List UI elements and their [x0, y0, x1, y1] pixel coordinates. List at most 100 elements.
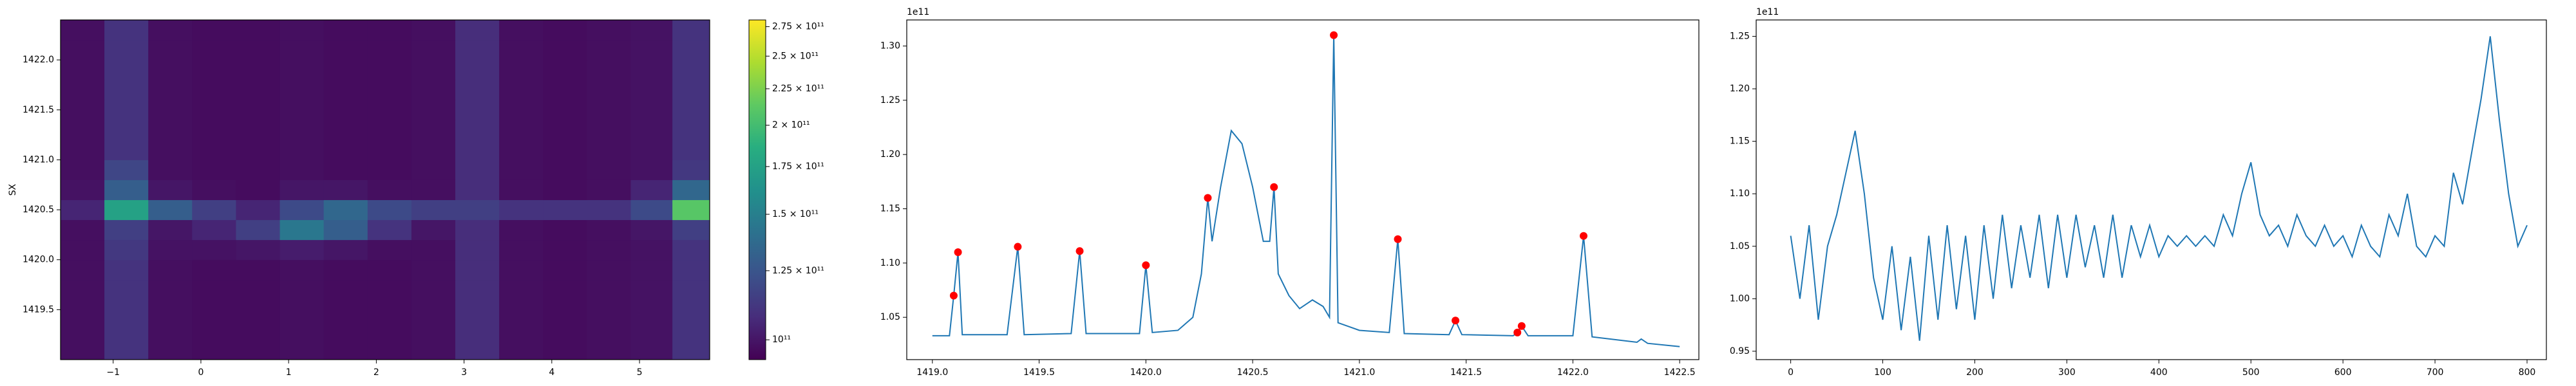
heatmap-cell [236, 179, 281, 201]
heatmap-cell [543, 339, 587, 360]
x-tick-label: 400 [2150, 367, 2168, 378]
heatmap-cell [367, 259, 412, 280]
heatmap-cell [499, 80, 544, 100]
heatmap-cell [279, 120, 325, 140]
heatmap-cell [367, 219, 412, 241]
heatmap-cell [104, 259, 149, 280]
heatmap-cell [104, 100, 149, 120]
heatmap-cell [104, 80, 149, 100]
heatmap-cell [323, 199, 368, 221]
heatmap-cell [192, 279, 236, 300]
heatmap-cell [411, 319, 456, 340]
heatmap-cell [499, 120, 544, 140]
peak-marker [1014, 243, 1022, 251]
heatmap-cell [192, 80, 236, 100]
heatmap-cell [104, 20, 149, 41]
heatmap-cell [455, 60, 500, 80]
heatmap-cell [411, 339, 456, 360]
heatmap-cell [323, 60, 368, 80]
heatmap-cell [148, 259, 193, 280]
heatmap-cell [455, 279, 500, 300]
peak-marker [1394, 235, 1402, 243]
heatmap-cell [279, 80, 325, 100]
heatmap-cell [236, 299, 281, 320]
heatmap-cell [148, 80, 193, 100]
heatmap-cell [455, 219, 500, 241]
heatmap-cell [192, 199, 236, 221]
heatmap-cell [455, 299, 500, 320]
colorbar-tick-label: 10¹¹ [772, 335, 791, 345]
heatmap-cell [148, 219, 193, 241]
heatmap-cell [104, 219, 149, 241]
colorbar-tick-label: 2.5 × 10¹¹ [772, 51, 819, 61]
heatmap-cell [61, 299, 105, 320]
x-tick-label: −1 [106, 367, 120, 378]
heatmap-cell [587, 339, 631, 360]
heatmap-cell [455, 20, 500, 41]
heatmap-cell [630, 239, 673, 261]
heatmap-cell [323, 80, 368, 100]
heatmap-cell [499, 259, 544, 280]
heatmap-cell [104, 60, 149, 80]
heatmap-cell [148, 199, 193, 221]
heatmap-cell [672, 299, 710, 320]
heatmap-cell [323, 20, 368, 41]
heatmap-cell [367, 179, 412, 201]
heatmap-cell [148, 339, 193, 360]
heatmap-cell [455, 259, 500, 280]
heatmap-cell [61, 199, 105, 221]
peak-marker [1204, 194, 1212, 202]
heatmap-cell [323, 339, 368, 360]
heatmap-cell [499, 239, 544, 261]
x-tick-label: 5 [637, 367, 643, 378]
x-tick-label: 1422.5 [1664, 367, 1696, 378]
x-tick-label: 1421.0 [1343, 367, 1375, 378]
heatmap-cell [455, 160, 500, 180]
heatmap-cell [455, 199, 500, 221]
heatmap-cell [148, 20, 193, 41]
heatmap-cell [543, 179, 587, 201]
heatmap-cell [455, 40, 500, 60]
axes-frame [60, 19, 710, 360]
heatmap-cell [192, 120, 236, 140]
colorbar [748, 19, 766, 360]
heatmap-cell [279, 219, 325, 241]
heatmap-cell [148, 239, 193, 261]
heatmap-cell [499, 319, 544, 340]
heatmap-cell [630, 319, 673, 340]
heatmap-cell [587, 179, 631, 201]
heatmap-cell [455, 140, 500, 160]
heatmap-cell [499, 20, 544, 41]
heatmap-cell [630, 20, 673, 41]
x-tick-label: 1420.0 [1130, 367, 1162, 378]
heatmap-cell [61, 20, 105, 41]
heatmap-cell [236, 259, 281, 280]
heatmap-cell [499, 199, 544, 221]
heatmap-cell [499, 179, 544, 201]
heatmap-cell [323, 319, 368, 340]
heatmap-cell [192, 20, 236, 41]
heatmap-cell [411, 219, 456, 241]
heatmap-cell [672, 60, 710, 80]
peak-marker [1330, 31, 1338, 39]
peak-marker [1517, 322, 1526, 330]
heatmap-cell [543, 239, 587, 261]
peak-marker [954, 248, 962, 256]
x-tick-label: 0 [198, 367, 204, 378]
peak-marker [949, 291, 958, 300]
heatmap-cell [236, 339, 281, 360]
heatmap-cell [672, 40, 710, 60]
heatmap-cell [148, 100, 193, 120]
heatmap-cell [323, 160, 368, 180]
heatmap-cell [279, 160, 325, 180]
heatmap-cell [192, 319, 236, 340]
peak-marker [1075, 247, 1084, 255]
heatmap-cell [104, 319, 149, 340]
heatmap-cell [499, 299, 544, 320]
heatmap-cell [543, 319, 587, 340]
heatmap-cell [148, 160, 193, 180]
heatmap-cell [192, 40, 236, 60]
heatmap-cell [192, 339, 236, 360]
heatmap-cell [543, 299, 587, 320]
